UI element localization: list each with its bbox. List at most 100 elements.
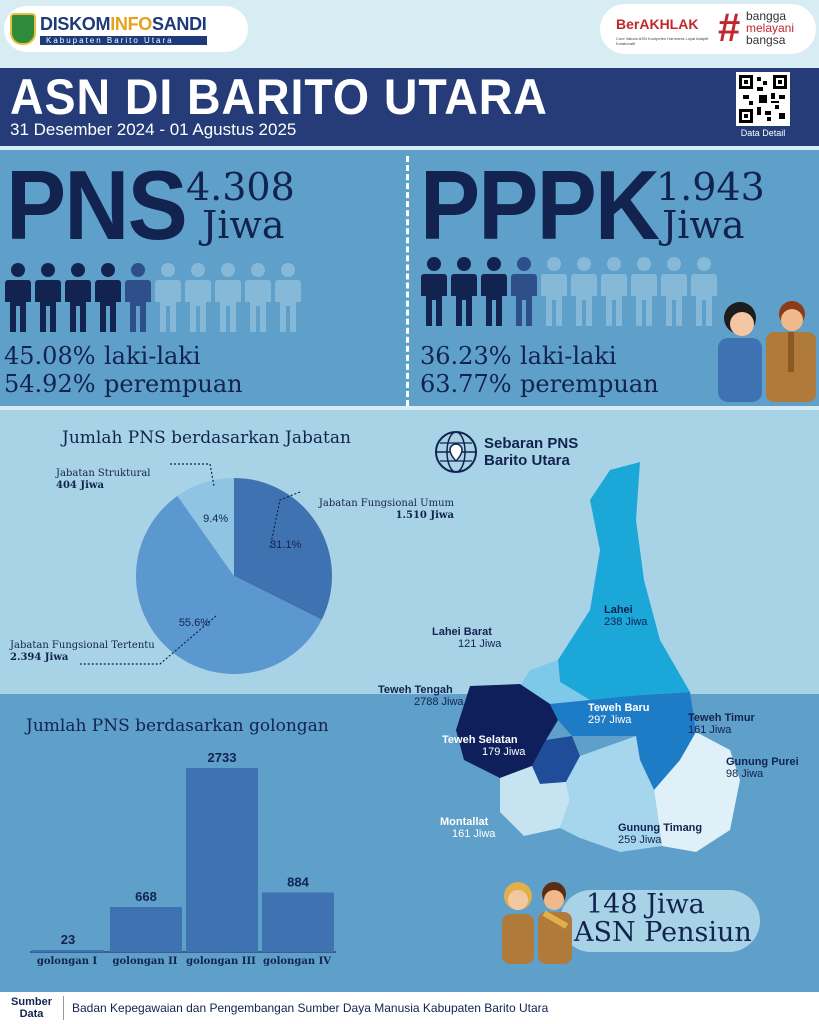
- pns-person-icon: [275, 263, 301, 332]
- district-teweh-timur: Teweh Timur 161 Jiwa: [688, 712, 755, 736]
- bar: [262, 892, 334, 952]
- district-teweh-baru: Teweh Baru 297 Jiwa: [588, 702, 650, 726]
- district-gunung-purei: Gunung Purei 98 Jiwa: [726, 756, 799, 780]
- pppk-person-icon: [451, 257, 477, 326]
- district-teweh-selatan: Teweh Selatan 179 Jiwa: [442, 734, 526, 758]
- pppk-person-icon: [541, 257, 567, 326]
- district-gunung-timang: Gunung Timang 259 Jiwa: [618, 822, 703, 846]
- pns-male-label: laki-laki: [104, 342, 201, 370]
- bar-category-3: golongan III: [186, 956, 256, 967]
- logo-subtitle: Kabupaten Barito Utara: [40, 35, 207, 45]
- pie-legend-fungsional-tertentu: Jabatan Fungsional Tertentu 2.394 Jiwa: [10, 640, 155, 663]
- pppk-label: PPPK: [420, 150, 660, 260]
- pns-person-icon: [35, 263, 61, 332]
- map-header: Sebaran PNS Barito Utara: [434, 430, 578, 474]
- pie-slice-label: 55.6%: [179, 617, 210, 629]
- map-region-montallat: [500, 766, 570, 836]
- pppk-male-label: laki-laki: [520, 342, 617, 370]
- bar-chart: 23 668 2733 884: [30, 750, 336, 953]
- district-map: [456, 462, 740, 852]
- pns-person-icon: [5, 263, 31, 332]
- pppk-unit: Jiwa: [662, 203, 745, 247]
- middle-band: [0, 410, 819, 696]
- map-region-gunung-purei: [654, 732, 740, 852]
- berakhlak-logo: BerAKHLAK Core Values ASN Kompeten Harmo…: [600, 4, 816, 54]
- pie-slice-label: 31.1%: [270, 539, 301, 551]
- globe-icon: [435, 431, 477, 473]
- bar-title: Jumlah PNS berdasarkan golongan: [26, 716, 329, 736]
- berakhlak-tagline: Core Values ASN Kompeten Harmonis Loyal …: [616, 36, 709, 46]
- pns-unit: Jiwa: [202, 203, 285, 247]
- map-region-teweh-tengah: [456, 684, 558, 778]
- bar: [32, 950, 104, 952]
- pension-pill-inner: [560, 890, 760, 952]
- pppk-female-label: perempuan: [520, 370, 659, 398]
- asn-couple-illustration: [718, 301, 816, 402]
- regency-emblem-icon: [10, 13, 36, 45]
- diskominfosandi-logo: DISKOMINFOSANDI Kabupaten Barito Utara: [4, 6, 248, 52]
- district-teweh-tengah: Teweh Tengah 2788 Jiwa: [378, 684, 464, 708]
- retiree-couple-illustration: [502, 882, 572, 964]
- map-region-teweh-baru: [550, 696, 650, 736]
- pie-slice-label: 9.4%: [203, 513, 228, 525]
- hashtag-icon: #: [718, 6, 741, 50]
- bar-value-label: 23: [61, 932, 75, 947]
- bar-value-label: 2733: [208, 750, 237, 765]
- pie-title: Jumlah PNS berdasarkan Jabatan: [62, 428, 351, 448]
- pns-female-pct: 54.92%: [4, 370, 96, 398]
- qr-code-icon[interactable]: [736, 72, 790, 126]
- pns-female-label: perempuan: [104, 370, 243, 398]
- pppk-person-icon: [421, 257, 447, 326]
- qr-label: Data Detail: [740, 128, 786, 138]
- pns-count: 4.308: [186, 165, 295, 209]
- pie-legend-fungsional-umum: Jabatan Fungsional Umum 1.510 Jiwa: [318, 498, 454, 521]
- map-region-teweh-timur: [630, 692, 696, 790]
- map-title-line2: Barito Utara: [484, 452, 570, 469]
- pie-slice: [234, 478, 332, 620]
- bar-category-2: golongan II: [112, 956, 178, 967]
- pppk-person-icon: [691, 257, 717, 326]
- pns-person-icon: [95, 263, 121, 332]
- map-title-line1: Sebaran PNS: [484, 435, 579, 452]
- divider: [406, 156, 409, 406]
- pns-people-icons: [4, 262, 302, 334]
- pns-person-icon: [215, 263, 241, 332]
- pie-chart: 31.1% 55.6% 9.4%: [80, 463, 332, 674]
- pppk-person-icon: [511, 257, 537, 326]
- pppk-count: 1.943: [656, 165, 765, 209]
- pppk-person-icon: [571, 257, 597, 326]
- pie-leader-line: [269, 491, 301, 549]
- pppk-people-icons: [420, 256, 718, 328]
- map-region-lahei: [558, 462, 690, 700]
- map-region-lahei-barat: [520, 660, 590, 704]
- source-text: Badan Kepegawaian dan Pengembangan Sumbe…: [72, 1001, 549, 1015]
- district-lahei-barat: Lahei Barat 121 Jiwa: [432, 626, 502, 650]
- pns-person-icon: [125, 263, 151, 332]
- district-montallat: Montallat 161 Jiwa: [440, 816, 496, 840]
- pie-legend-struktural: Jabatan Struktural 404 Jiwa: [56, 468, 151, 491]
- pie-slice: [135, 495, 322, 674]
- map-region-gunung-timang: [560, 736, 662, 852]
- pie-leader-line: [80, 615, 217, 665]
- pie-slice: [177, 478, 234, 576]
- bar-value-label: 884: [287, 874, 309, 889]
- pns-label: PNS: [6, 150, 188, 260]
- pppk-person-icon: [601, 257, 627, 326]
- pppk-person-icon: [481, 257, 507, 326]
- pension-count: 148 Jiwa: [586, 889, 705, 920]
- pie-leader-line: [170, 463, 215, 487]
- pension-label: ASN Pensiun: [574, 917, 752, 948]
- pns-male-pct: 45.08%: [4, 342, 96, 370]
- date-range: 31 Desember 2024 - 01 Agustus 2025: [10, 120, 297, 139]
- bar-category-4: golongan IV: [262, 956, 332, 967]
- pns-person-icon: [65, 263, 91, 332]
- district-lahei: Lahei 238 Jiwa: [604, 604, 648, 628]
- motto: bangga melayani bangsa: [746, 9, 795, 47]
- pppk-female-pct: 63.77%: [420, 370, 512, 398]
- pppk-male-pct: 36.23%: [420, 342, 512, 370]
- source-label: Sumber Data: [0, 996, 64, 1020]
- logo-title: DISKOMINFOSANDI: [40, 13, 207, 34]
- pppk-person-icon: [631, 257, 657, 326]
- pns-person-icon: [245, 263, 271, 332]
- bar-value-label: 668: [135, 889, 157, 904]
